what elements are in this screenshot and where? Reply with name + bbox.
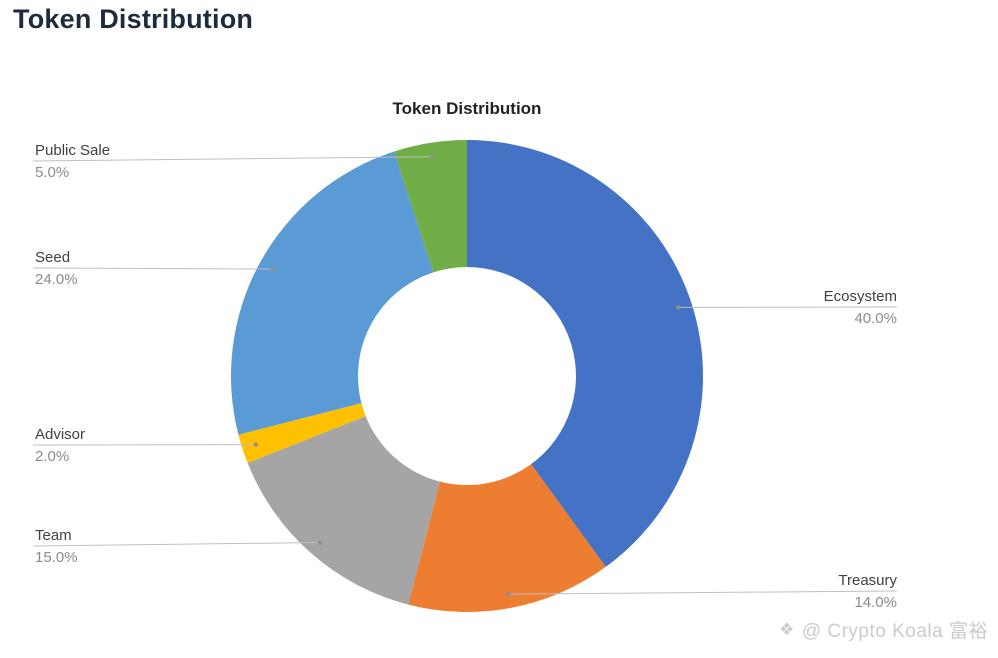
leader-line bbox=[32, 156, 433, 162]
slice-percent: 5.0% bbox=[35, 164, 70, 181]
slice-label-public-sale: Public Sale 5.0% bbox=[35, 141, 110, 183]
slice-treasury bbox=[408, 464, 606, 613]
leader-dot bbox=[430, 154, 435, 159]
slice-label-team: Team 15.0% bbox=[35, 526, 78, 568]
slice-percent: 15.0% bbox=[35, 549, 78, 566]
leader-line bbox=[508, 590, 898, 595]
slice-label-treasury: Treasury 14.0% bbox=[838, 571, 897, 613]
watermark-text: @ Crypto Koala 富裕 bbox=[801, 621, 988, 642]
slice-percent: 14.0% bbox=[854, 594, 897, 611]
leader-dot bbox=[506, 591, 511, 597]
slice-percent: 40.0% bbox=[854, 310, 897, 327]
slice-label-seed: Seed 24.0% bbox=[35, 248, 78, 290]
slice-name: Team bbox=[35, 527, 72, 544]
chart-title: Token Distribution bbox=[392, 99, 542, 118]
leader-dot bbox=[253, 442, 259, 447]
slice-name: Advisor bbox=[35, 426, 86, 443]
page-title: Token Distribution bbox=[13, 4, 254, 34]
leader-dot bbox=[317, 540, 323, 545]
leader-line bbox=[32, 267, 273, 270]
leader-dot bbox=[675, 305, 681, 310]
slice-name: Public Sale bbox=[35, 142, 111, 159]
slice-team bbox=[247, 416, 440, 605]
slice-name: Treasury bbox=[838, 572, 897, 589]
leader-line bbox=[32, 542, 321, 547]
leader-dot bbox=[270, 266, 275, 272]
slice-name: Seed bbox=[35, 249, 71, 266]
slice-ecosystem bbox=[467, 140, 704, 567]
slice-label-ecosystem: Ecosystem 40.0% bbox=[824, 287, 897, 329]
slice-public-sale bbox=[394, 139, 467, 273]
watermark: ❖ @ Crypto Koala 富裕 bbox=[779, 616, 988, 643]
slice-label-advisor: Advisor 2.0% bbox=[35, 425, 85, 467]
slice-seed bbox=[230, 151, 434, 435]
slice-percent: 2.0% bbox=[35, 448, 70, 465]
slice-advisor bbox=[238, 403, 366, 463]
diamond-icon: ❖ bbox=[779, 620, 795, 639]
slice-name: Ecosystem bbox=[823, 288, 897, 305]
slice-percent: 24.0% bbox=[35, 271, 78, 288]
